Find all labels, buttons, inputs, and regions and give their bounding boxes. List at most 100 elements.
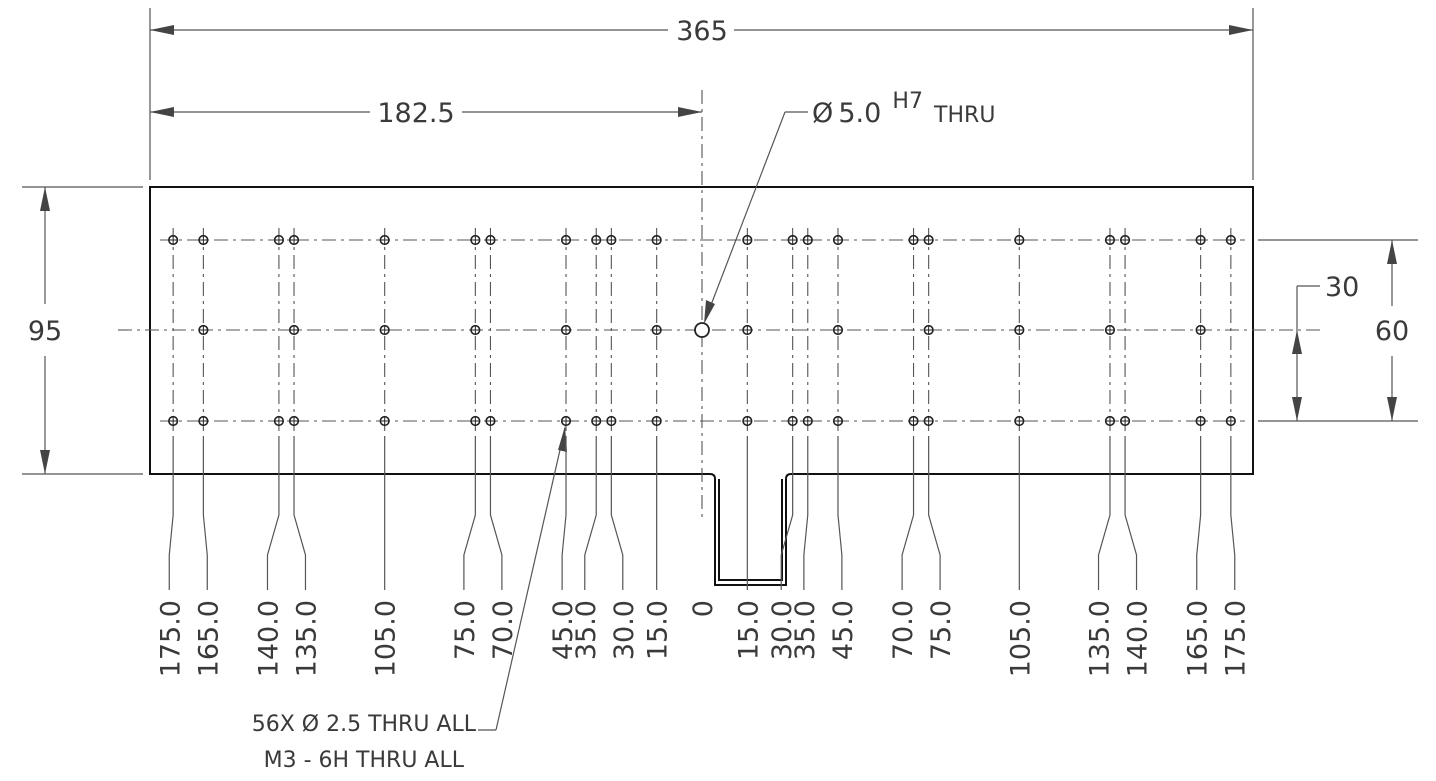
ordinate-dimension: 35.0 bbox=[790, 436, 821, 660]
dimension-overall-width: 365 bbox=[149, 8, 1254, 180]
hole-pattern-leader bbox=[478, 426, 567, 731]
threaded-hole bbox=[1195, 415, 1206, 427]
dimension-half-width: 182.5 bbox=[150, 98, 702, 129]
threaded-hole bbox=[288, 234, 300, 246]
threaded-hole bbox=[485, 415, 496, 427]
ordinate-dimension: 105.0 bbox=[1005, 436, 1036, 677]
threaded-hole bbox=[742, 324, 753, 336]
ordinate-dimension: 75.0 bbox=[926, 436, 957, 660]
ordinate-dimension: 140.0 bbox=[1123, 436, 1154, 677]
threaded-hole bbox=[168, 234, 179, 246]
threaded-hole bbox=[1195, 234, 1206, 246]
ordinate-dimension: 70.0 bbox=[888, 436, 919, 660]
ordinate-dimension: 135.0 bbox=[1085, 436, 1116, 677]
hole-pattern-callout-line1: 56X Ø 2.5 THRU ALL bbox=[252, 712, 477, 737]
threaded-hole bbox=[832, 234, 844, 246]
diameter-symbol: Ø bbox=[812, 98, 833, 129]
ordinate-dimension: 35.0 bbox=[571, 436, 602, 660]
ordinate-label: 140.0 bbox=[1123, 600, 1154, 677]
notch-inner-edge bbox=[718, 479, 783, 581]
threaded-hole bbox=[651, 234, 662, 246]
dim-182-5-label: 182.5 bbox=[377, 98, 454, 129]
hole-pattern bbox=[168, 234, 1236, 427]
threaded-hole bbox=[923, 324, 934, 336]
part-outline bbox=[149, 186, 1254, 586]
threaded-hole bbox=[168, 415, 179, 427]
center-hole-callout: Ø 5.0 H7 THRU bbox=[812, 89, 995, 129]
threaded-hole bbox=[1119, 234, 1131, 246]
ordinate-label: 70.0 bbox=[888, 600, 919, 660]
threaded-hole bbox=[379, 234, 390, 246]
hole-pattern-callout-line2: M3 - 6H THRU ALL bbox=[264, 748, 465, 773]
ordinate-dimension: 30.0 bbox=[609, 436, 640, 660]
ordinate-label: 30.0 bbox=[609, 600, 640, 660]
threaded-hole bbox=[1225, 234, 1236, 246]
threaded-hole bbox=[923, 415, 934, 427]
threaded-hole bbox=[591, 415, 602, 427]
ordinate-label: 105.0 bbox=[371, 600, 402, 677]
threaded-hole bbox=[379, 324, 390, 336]
threaded-hole bbox=[1119, 415, 1131, 427]
dim-95-label: 95 bbox=[28, 316, 62, 347]
threaded-hole bbox=[1104, 415, 1116, 427]
ordinate-label: 175.0 bbox=[1221, 600, 1252, 677]
threaded-hole bbox=[1104, 324, 1116, 336]
center-hole-size: 5.0 bbox=[838, 98, 881, 129]
threaded-hole bbox=[198, 234, 209, 246]
ordinate-label: 165.0 bbox=[1183, 600, 1214, 677]
ordinate-dimension: 165.0 bbox=[193, 436, 224, 677]
threaded-hole bbox=[1014, 415, 1025, 427]
ordinate-label: 140.0 bbox=[253, 600, 284, 677]
center-hole bbox=[694, 322, 710, 338]
threaded-hole bbox=[742, 415, 753, 427]
threaded-hole bbox=[198, 415, 209, 427]
threaded-hole bbox=[787, 234, 798, 246]
dim-60-label: 60 bbox=[1375, 316, 1409, 347]
threaded-hole bbox=[560, 324, 572, 336]
threaded-hole bbox=[1104, 234, 1116, 246]
threaded-hole bbox=[1014, 324, 1025, 336]
ordinate-dimension: 105.0 bbox=[371, 436, 402, 677]
threaded-hole bbox=[198, 324, 209, 336]
ordinate-label: 175.0 bbox=[155, 600, 186, 677]
ordinate-dimension: 15.0 bbox=[643, 436, 674, 660]
ordinate-dimension: 175.0 bbox=[155, 436, 186, 677]
ordinate-label: 15.0 bbox=[643, 600, 674, 660]
ordinate-label: 35.0 bbox=[790, 600, 821, 660]
threaded-hole bbox=[1014, 234, 1025, 246]
center-hole-fit: H7 bbox=[892, 89, 923, 114]
threaded-hole bbox=[742, 234, 753, 246]
dimension-overall-height: 95 bbox=[22, 186, 143, 475]
threaded-hole bbox=[560, 415, 572, 427]
ordinate-dimensions: 175.0 165.0 140.0 135.0 105.0 75.0 70.0 45.035.… bbox=[155, 436, 1252, 677]
threaded-hole bbox=[1225, 415, 1236, 427]
center-hole-thru: THRU bbox=[933, 103, 995, 128]
ordinate-label: 165.0 bbox=[193, 600, 224, 677]
dim-30-label: 30 bbox=[1325, 272, 1359, 303]
dim-365-label: 365 bbox=[676, 16, 728, 47]
threaded-hole bbox=[832, 415, 844, 427]
center-lines bbox=[118, 90, 1320, 520]
ordinate-dimension: 45.0 bbox=[548, 436, 579, 660]
threaded-hole bbox=[288, 415, 300, 427]
ordinate-label: 105.0 bbox=[1005, 600, 1036, 677]
threaded-hole bbox=[908, 415, 919, 427]
threaded-hole bbox=[802, 234, 813, 246]
threaded-hole bbox=[591, 234, 602, 246]
ordinate-dimension: 70.0 bbox=[488, 436, 519, 660]
ordinate-label: 15.0 bbox=[733, 600, 764, 660]
threaded-hole bbox=[787, 415, 798, 427]
ordinate-label: 35.0 bbox=[571, 600, 602, 660]
ordinate-dimension-zero: 0 bbox=[688, 600, 719, 617]
dimension-row-spacing: 60 30 bbox=[1258, 239, 1418, 422]
threaded-hole bbox=[651, 415, 662, 427]
ordinate-label: 75.0 bbox=[926, 600, 957, 660]
threaded-hole bbox=[802, 415, 813, 427]
center-hole-leader bbox=[704, 111, 808, 324]
threaded-hole bbox=[273, 415, 285, 427]
ordinate-label-zero: 0 bbox=[688, 600, 719, 617]
ordinate-label: 70.0 bbox=[488, 600, 519, 660]
threaded-hole bbox=[470, 415, 481, 427]
threaded-hole bbox=[832, 324, 844, 336]
